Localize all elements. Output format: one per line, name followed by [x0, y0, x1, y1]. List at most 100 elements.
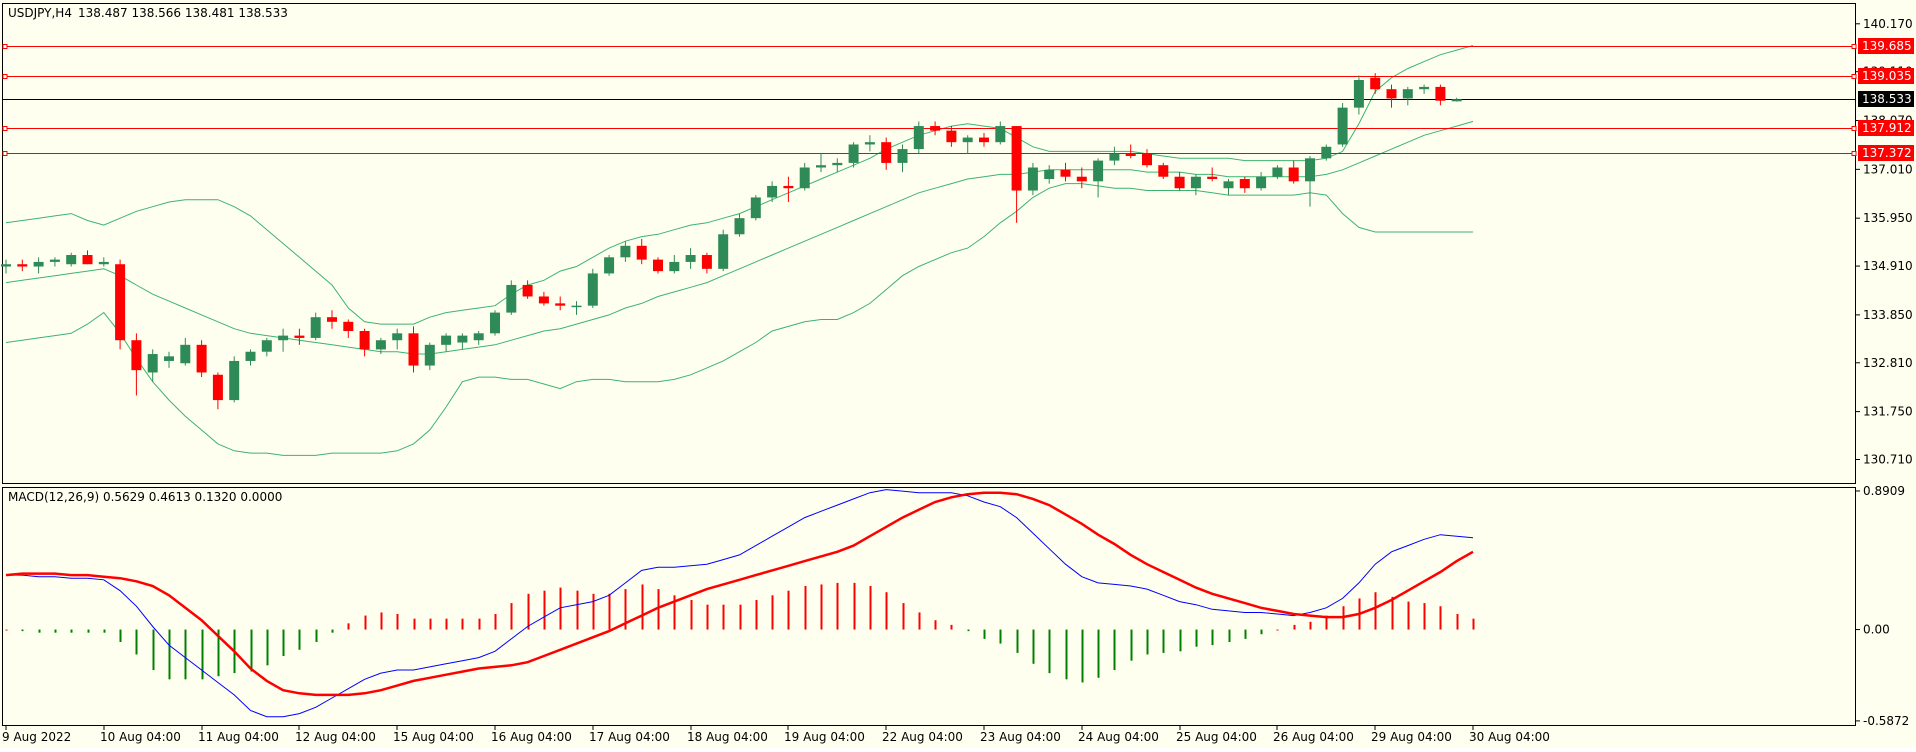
candle-body-bull — [33, 261, 44, 267]
level-label-0: 139.685 — [1862, 39, 1912, 53]
macd-lines — [5, 489, 1474, 718]
candle-body-bull — [685, 255, 696, 262]
price-tick-label: 134.910 — [1863, 259, 1913, 273]
candle-body-bear — [212, 374, 223, 401]
time-tick-label: 25 Aug 04:00 — [1176, 730, 1257, 744]
candle-body-bear — [1239, 179, 1250, 189]
candle-body-bull — [1190, 176, 1201, 189]
candle-body-bear — [979, 137, 989, 143]
candle-body-bull — [1451, 99, 1462, 102]
candle-body-bear — [115, 264, 126, 341]
symbol-title: USDJPY,H4 — [8, 6, 72, 20]
price-tick-label: 131.750 — [1863, 405, 1913, 419]
candle-body-bear — [1011, 126, 1022, 191]
candle-body-bull — [897, 149, 908, 163]
candle-body-bull — [1305, 158, 1315, 182]
candle-body-bull — [1402, 89, 1413, 99]
candle-body-bull — [229, 360, 240, 401]
macd-title: MACD(12,26,9) 0.5629 0.4613 0.1320 0.000… — [8, 490, 282, 504]
candle-body-bull — [767, 185, 778, 198]
candle-body-bear — [131, 340, 142, 371]
time-axis: 9 Aug 2022 10 Aug 04:00 11 Aug 04:00 12 Aug… — [2, 726, 1550, 744]
time-tick-label: 12 Aug 04:00 — [295, 730, 376, 744]
time-tick-label: 10 Aug 04:00 — [100, 730, 181, 744]
candle-body-bear — [783, 185, 794, 189]
level-anchor-left-2 — [2, 126, 8, 131]
macd-histogram — [5, 582, 1475, 683]
candle-body-bull — [66, 255, 77, 265]
candle-body-bull — [913, 126, 924, 150]
candle-body-bull — [1272, 167, 1283, 177]
candle-body-bull — [506, 284, 517, 313]
candle-body-bull — [832, 162, 843, 166]
candle-body-bear — [1142, 153, 1152, 166]
candle-body-bear — [359, 331, 370, 350]
time-tick-label: 9 Aug 2022 — [2, 730, 71, 744]
time-tick-label: 23 Aug 04:00 — [980, 730, 1061, 744]
candle-body-bull — [620, 245, 631, 258]
candle-body-bear — [653, 259, 663, 272]
candle-body-bull — [490, 312, 500, 334]
candle-body-bear — [327, 317, 337, 322]
candle-body-bull — [816, 165, 826, 168]
candle-body-bull — [864, 142, 875, 145]
horizontal-levels — [2, 44, 1857, 156]
candle-body-bull — [718, 234, 729, 269]
candle-body-bull — [164, 356, 174, 361]
time-tick-label: 29 Aug 04:00 — [1371, 730, 1452, 744]
level-label-1: 139.035 — [1862, 69, 1912, 83]
candle-body-bull — [98, 261, 109, 265]
level-anchor-right-0 — [1851, 44, 1857, 49]
level-anchor-left-3 — [2, 151, 8, 156]
signal-line — [5, 491, 1474, 697]
price-tick-label: 132.810 — [1863, 356, 1913, 370]
candle-body-bull — [734, 218, 745, 235]
level-label-2: 137.912 — [1862, 121, 1912, 135]
macd-tick-label: 0.00 — [1863, 623, 1890, 637]
candle-body-bear — [555, 303, 566, 306]
candle-body-bear — [946, 130, 957, 143]
candle-body-bear — [636, 245, 647, 260]
candle-body-bear — [1158, 165, 1169, 177]
candle-body-bull — [245, 351, 256, 361]
candle-body-bull — [424, 344, 435, 366]
level-anchor-right-1 — [1851, 74, 1857, 79]
candle-body-bull — [180, 344, 191, 364]
candle-body-bear — [343, 321, 354, 332]
candle-body-bull — [441, 335, 452, 345]
candle-body-bear — [1076, 176, 1087, 182]
candle-body-bear — [522, 284, 533, 297]
candle-body-bull — [1337, 107, 1348, 145]
candle-body-bull — [49, 259, 60, 262]
time-tick-label: 24 Aug 04:00 — [1078, 730, 1159, 744]
candle-body-bear — [82, 255, 93, 265]
candle-body-bull — [473, 333, 484, 341]
current-price-label: 138.533 — [1862, 92, 1912, 106]
price-tick-label: 140.170 — [1863, 17, 1913, 31]
macd-tick-label: 0.8909 — [1863, 484, 1905, 498]
candle-body-bull — [604, 257, 615, 274]
price-tick-label: 137.010 — [1863, 162, 1913, 176]
candle-body-bull — [1223, 181, 1234, 189]
time-tick-label: 15 Aug 04:00 — [393, 730, 474, 744]
candle-body-bull — [669, 261, 680, 272]
candle-body-bear — [1125, 153, 1136, 156]
level-anchor-left-1 — [2, 74, 8, 79]
candle-body-bull — [457, 335, 468, 343]
candlesticks — [1, 73, 1462, 410]
level-anchor-right-2 — [1851, 126, 1857, 131]
macd-line — [6, 489, 1474, 718]
time-tick-label: 11 Aug 04:00 — [198, 730, 279, 744]
current-price-label-bg — [1858, 91, 1914, 107]
level-anchor-right-3 — [1851, 151, 1857, 156]
ohlc-readout: 138.487 138.566 138.481 138.533 — [78, 6, 288, 20]
candle-body-bull — [995, 126, 1006, 143]
time-tick-label: 19 Aug 04:00 — [784, 730, 865, 744]
level-label-bg-3 — [1858, 145, 1914, 161]
candle-body-bear — [17, 264, 28, 267]
candle-body-bull — [1353, 79, 1364, 108]
candle-body-bull — [1256, 176, 1267, 189]
